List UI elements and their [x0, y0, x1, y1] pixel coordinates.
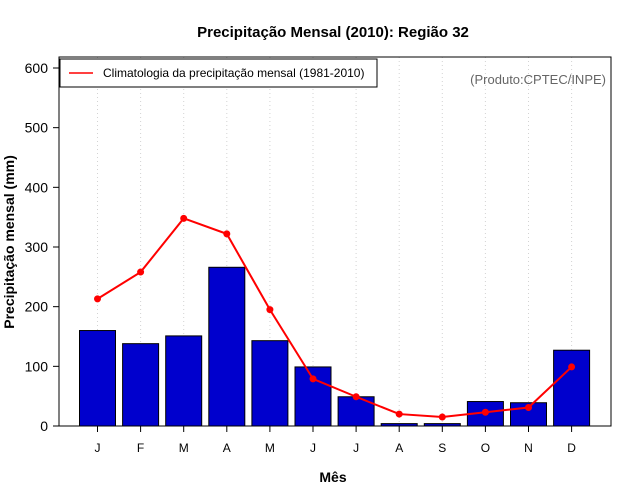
y-tick-label: 500 [25, 120, 49, 136]
bar [251, 340, 289, 427]
plot-frame [58, 56, 612, 427]
x-tick-label: S [438, 441, 446, 455]
climatology-point [395, 410, 403, 418]
legend: Climatologia da precipitação mensal (198… [59, 58, 378, 88]
product-credit: (Produto:CPTEC/INPE) [470, 72, 606, 87]
x-axis-title: Mês [319, 469, 346, 485]
climatology-point [309, 375, 317, 383]
climatology-point [94, 295, 101, 303]
y-tick-label: 200 [25, 299, 49, 315]
x-tick-label: A [395, 441, 403, 455]
x-tick-label: D [567, 441, 576, 455]
climatology-point [223, 230, 231, 238]
x-tick-label: J [95, 441, 101, 455]
x-tick-label: M [265, 441, 275, 455]
x-tick-label: O [481, 441, 490, 455]
climatology-point [525, 404, 532, 412]
y-tick-label: 300 [25, 239, 49, 255]
climatology-point [568, 363, 576, 371]
climatology-line [96, 217, 573, 419]
vertical-gridlines [97, 57, 573, 426]
chart-title: Precipitação Mensal (2010): Região 32 [197, 24, 469, 41]
x-tick-label: A [223, 441, 231, 455]
climatology-point [481, 408, 489, 416]
x-tick-label: J [310, 441, 316, 455]
y-axis: 0 100 200 300 400 500 600 [25, 60, 59, 434]
bar-series [79, 266, 591, 427]
y-tick-label: 0 [40, 418, 48, 434]
y-tick-label: 100 [25, 358, 49, 374]
climatology-point [137, 268, 145, 276]
climatology-point [352, 393, 360, 401]
climatology-point [180, 214, 188, 222]
legend-box [59, 58, 378, 88]
bar [208, 266, 246, 427]
x-tick-label: N [524, 441, 533, 455]
climatology-point [266, 306, 274, 314]
x-tick-label: J [353, 441, 359, 455]
climatology-point [438, 413, 446, 421]
y-axis-title: Precipitação mensal (mm) [1, 155, 17, 329]
bar [122, 343, 160, 427]
bar [165, 335, 203, 427]
bar [553, 349, 591, 427]
y-tick-label: 400 [25, 179, 49, 195]
legend-entry: Climatologia da precipitação mensal (198… [103, 66, 364, 80]
x-tick-label: F [137, 441, 144, 455]
climatology-series [94, 214, 576, 421]
bar [79, 330, 116, 427]
x-tick-label: M [179, 441, 189, 455]
y-tick-label: 600 [25, 60, 49, 76]
